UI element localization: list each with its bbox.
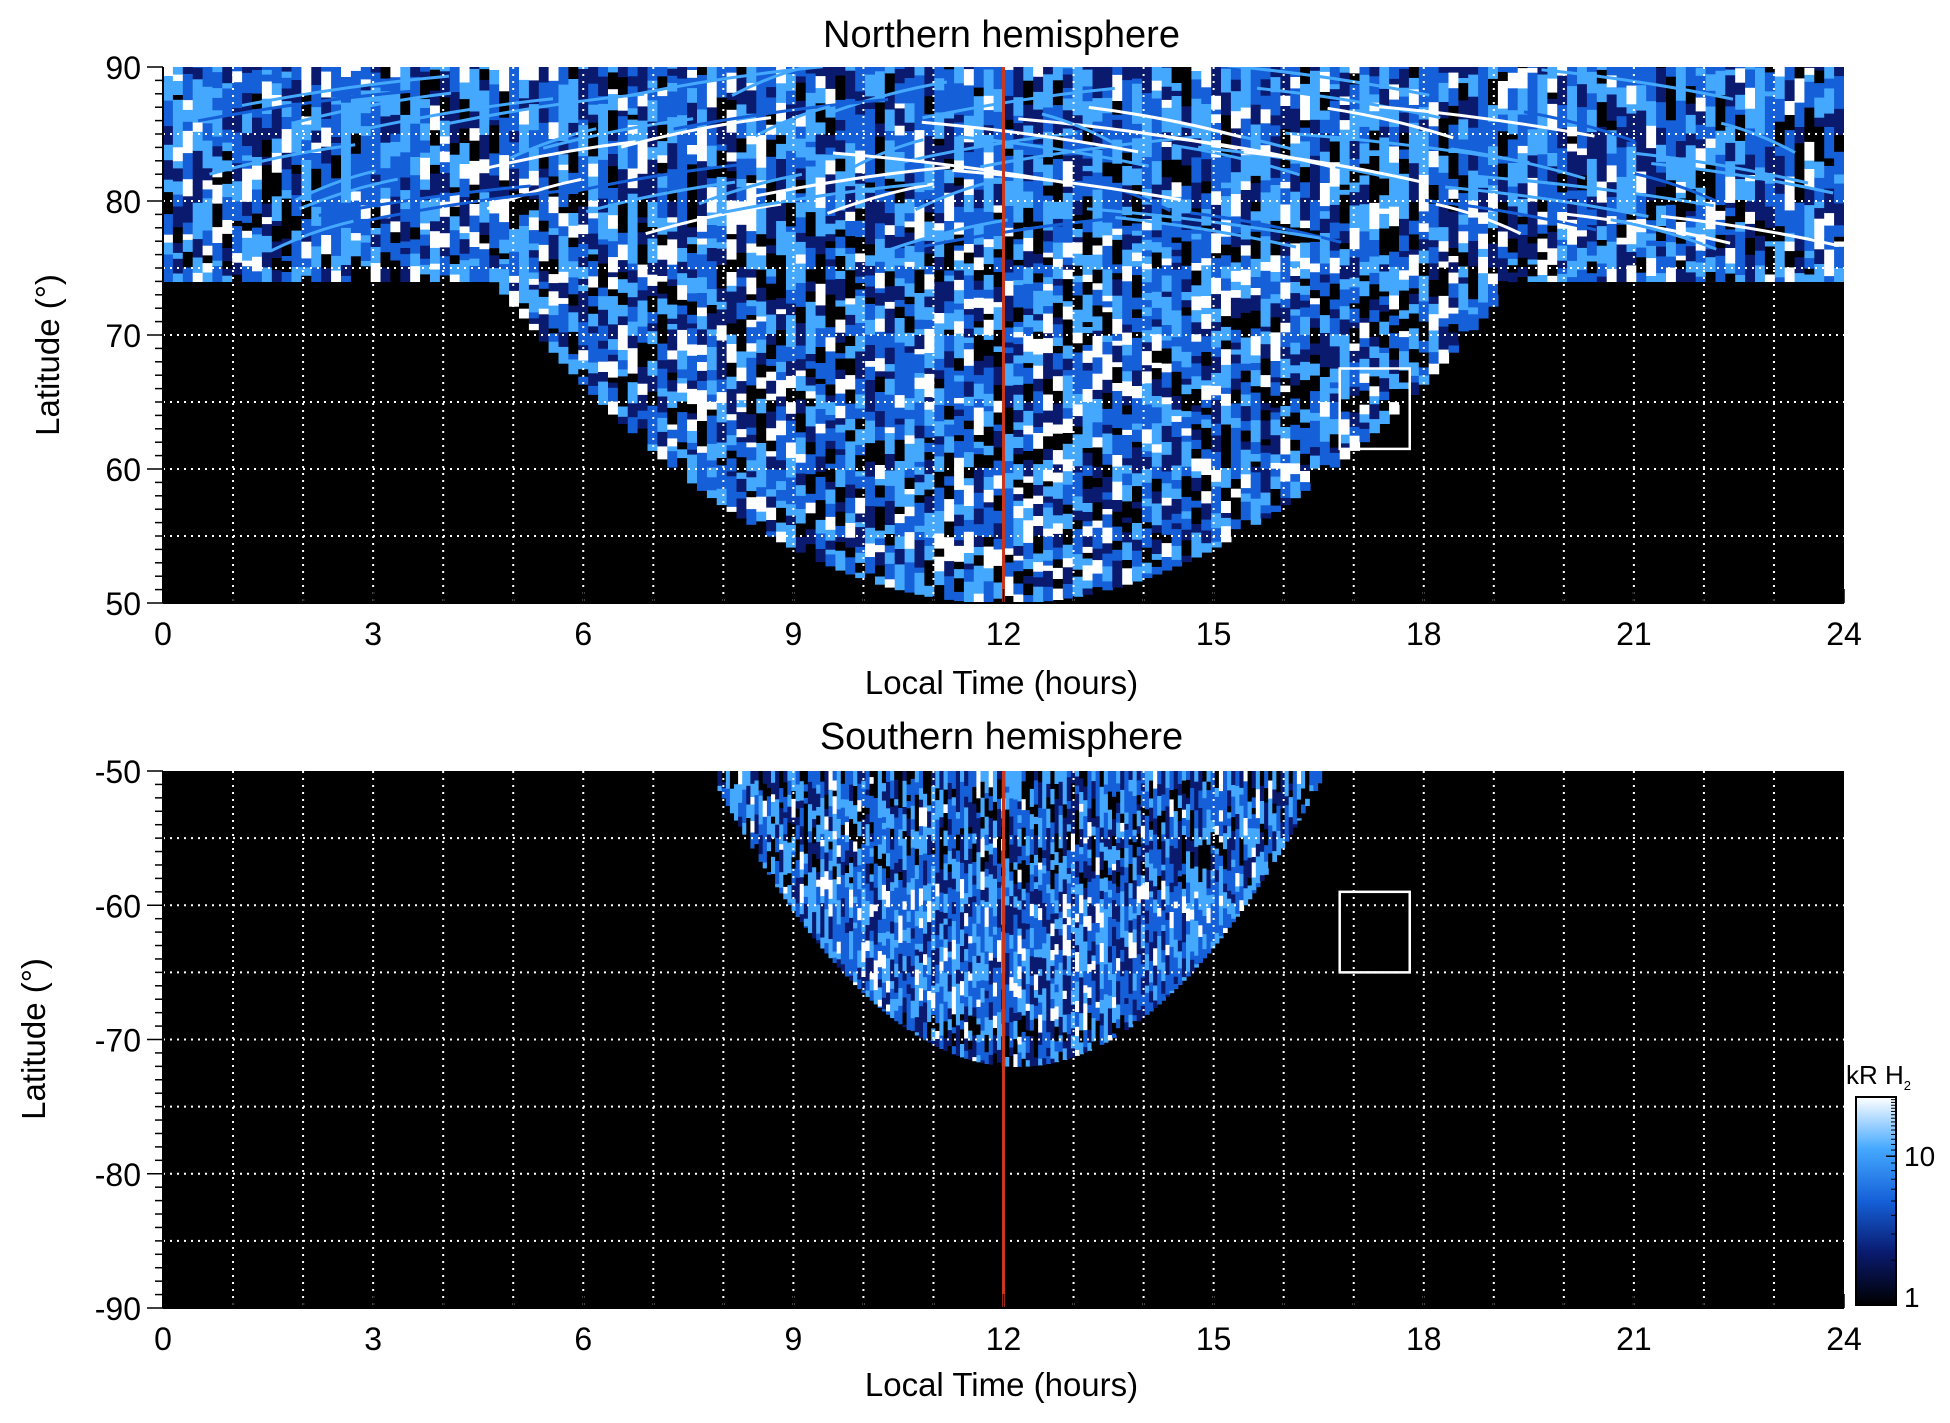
colorbar-tick-label: 10 — [1904, 1141, 1935, 1172]
south-x-tick-label: 3 — [364, 1321, 382, 1357]
south-x-tick-label: 9 — [784, 1321, 802, 1357]
south-y-tick-label: -70 — [95, 1023, 141, 1059]
colorbar: 1 10 — [1855, 1096, 1935, 1313]
north-y-tick-label: 70 — [105, 318, 141, 354]
north-emission-map — [163, 67, 1844, 603]
north-x-tick-label: 18 — [1406, 616, 1442, 652]
north-y-tick-label: 80 — [105, 184, 141, 220]
south-y-tick-label: -80 — [95, 1157, 141, 1193]
south-x-tick-label: 24 — [1826, 1321, 1862, 1357]
colorbar-unit-label: kR H2 — [1846, 1060, 1912, 1094]
north-x-tick-label: 21 — [1616, 616, 1652, 652]
south-x-tick-label: 18 — [1406, 1321, 1442, 1357]
north-y-tick-label: 90 — [105, 50, 141, 86]
south-panel-title: Southern hemisphere — [819, 716, 1184, 758]
south-emission-map — [713, 771, 1323, 1067]
south-x-tick-label: 15 — [1196, 1321, 1232, 1357]
south-y-tick-label: -60 — [95, 888, 141, 924]
south-y-tick-label: -90 — [95, 1291, 141, 1327]
north-y-tick-label: 60 — [105, 452, 141, 488]
north-x-tick-label: 6 — [574, 616, 592, 652]
north-x-axis-label: Local Time (hours) — [864, 664, 1139, 701]
north-x-tick-label: 12 — [986, 616, 1022, 652]
south-x-tick-label: 12 — [986, 1321, 1022, 1357]
north-highlight-box — [1338, 367, 1411, 451]
north-panel-title: Northern hemisphere — [823, 14, 1180, 56]
south-x-tick-label: 0 — [154, 1321, 172, 1357]
south-x-tick-label: 21 — [1616, 1321, 1652, 1357]
north-x-tick-label: 15 — [1196, 616, 1232, 652]
north-x-tick-label: 3 — [364, 616, 382, 652]
south-highlight-box — [1338, 890, 1411, 974]
south-panel: 0 3 6 9 12 15 18 21 24 -90 -80 -70 -60 -50 — [95, 754, 1862, 1357]
south-x-tick-label: 6 — [574, 1321, 592, 1357]
north-panel: 0 3 6 9 12 15 18 21 24 50 60 70 80 90 — [105, 50, 1861, 652]
colorbar-tick-label: 1 — [1904, 1282, 1920, 1313]
north-x-tick-label: 9 — [784, 616, 802, 652]
colorbar-gradient — [1855, 1096, 1897, 1306]
north-x-tick-label: 24 — [1826, 616, 1862, 652]
north-x-tick-label: 0 — [154, 616, 172, 652]
north-y-tick-label: 50 — [105, 586, 141, 622]
south-y-tick-label: -50 — [95, 754, 141, 790]
south-x-axis-label: Local Time (hours) — [864, 1366, 1139, 1403]
